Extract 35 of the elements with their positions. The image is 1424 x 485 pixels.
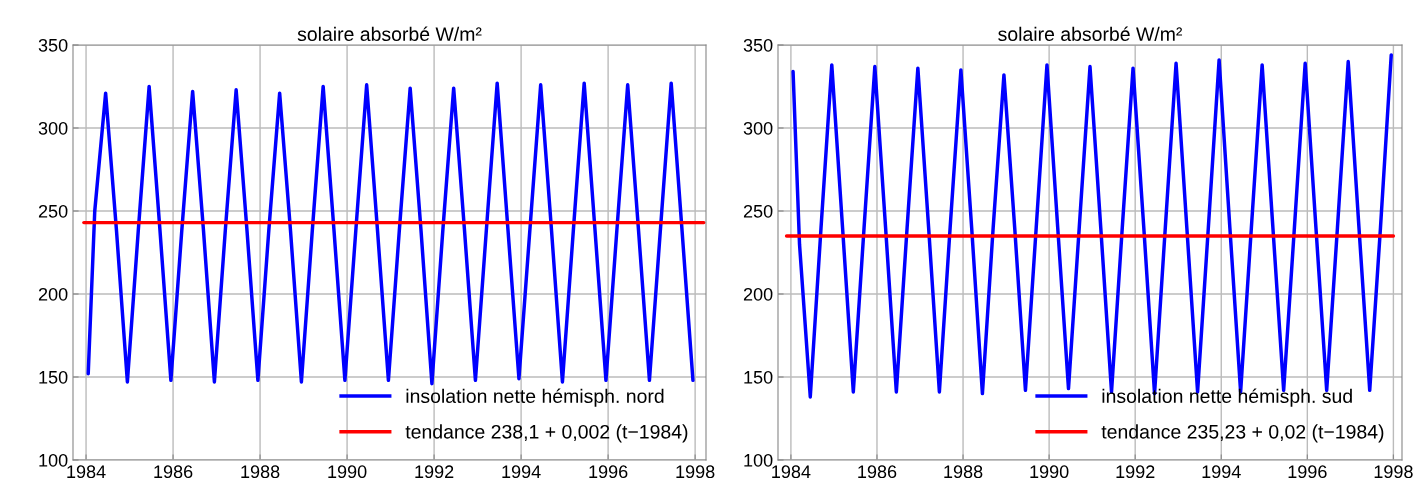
x-tick-label: 1998: [676, 465, 715, 479]
y-tick-label: 250: [38, 204, 68, 218]
x-tick-label: 1986: [154, 465, 193, 479]
x-tick-label: 1994: [1202, 465, 1241, 479]
x-tick-label: 1990: [1030, 465, 1069, 479]
legend-label: tendance 238,1 + 0,002 (t−1984): [405, 424, 688, 443]
x-tick-label: 1988: [944, 465, 983, 479]
x-tick-label: 1986: [858, 465, 897, 479]
chart-title: solaire absorbé W/m²: [998, 26, 1183, 42]
legend-label: insolation nette hémisph. sud: [1102, 388, 1352, 407]
y-tick-label: 200: [38, 287, 68, 301]
y-tick-label: 350: [743, 38, 773, 52]
y-tick-label: 250: [743, 204, 773, 218]
x-tick-label: 1992: [1116, 465, 1155, 479]
x-tick-label: 1996: [1288, 465, 1327, 479]
x-tick-label: 1994: [502, 465, 541, 479]
x-tick-label: 1996: [589, 465, 628, 479]
legend-label: insolation nette hémisph. nord: [406, 388, 664, 407]
legend-label: tendance 235,23 + 0,02 (t−1984): [1101, 424, 1384, 443]
line-series: [86, 81, 695, 386]
y-tick-label: 300: [38, 121, 68, 135]
x-tick-label: 1984: [772, 465, 811, 479]
x-tick-label: 1984: [67, 465, 106, 479]
y-tick-label: 100: [744, 453, 773, 467]
y-tick-label: 200: [743, 287, 773, 301]
chart-title: solaire absorbé W/m²: [297, 26, 482, 42]
x-tick-label: 1998: [1374, 465, 1413, 479]
y-tick-label: 100: [39, 453, 68, 467]
y-tick-label: 150: [39, 370, 68, 384]
y-tick-label: 150: [744, 370, 773, 384]
x-tick-label: 1990: [328, 465, 367, 479]
x-tick-label: 1992: [415, 465, 454, 479]
x-tick-label: 1988: [241, 465, 280, 479]
y-tick-label: 300: [743, 121, 773, 135]
y-tick-label: 350: [38, 38, 68, 52]
